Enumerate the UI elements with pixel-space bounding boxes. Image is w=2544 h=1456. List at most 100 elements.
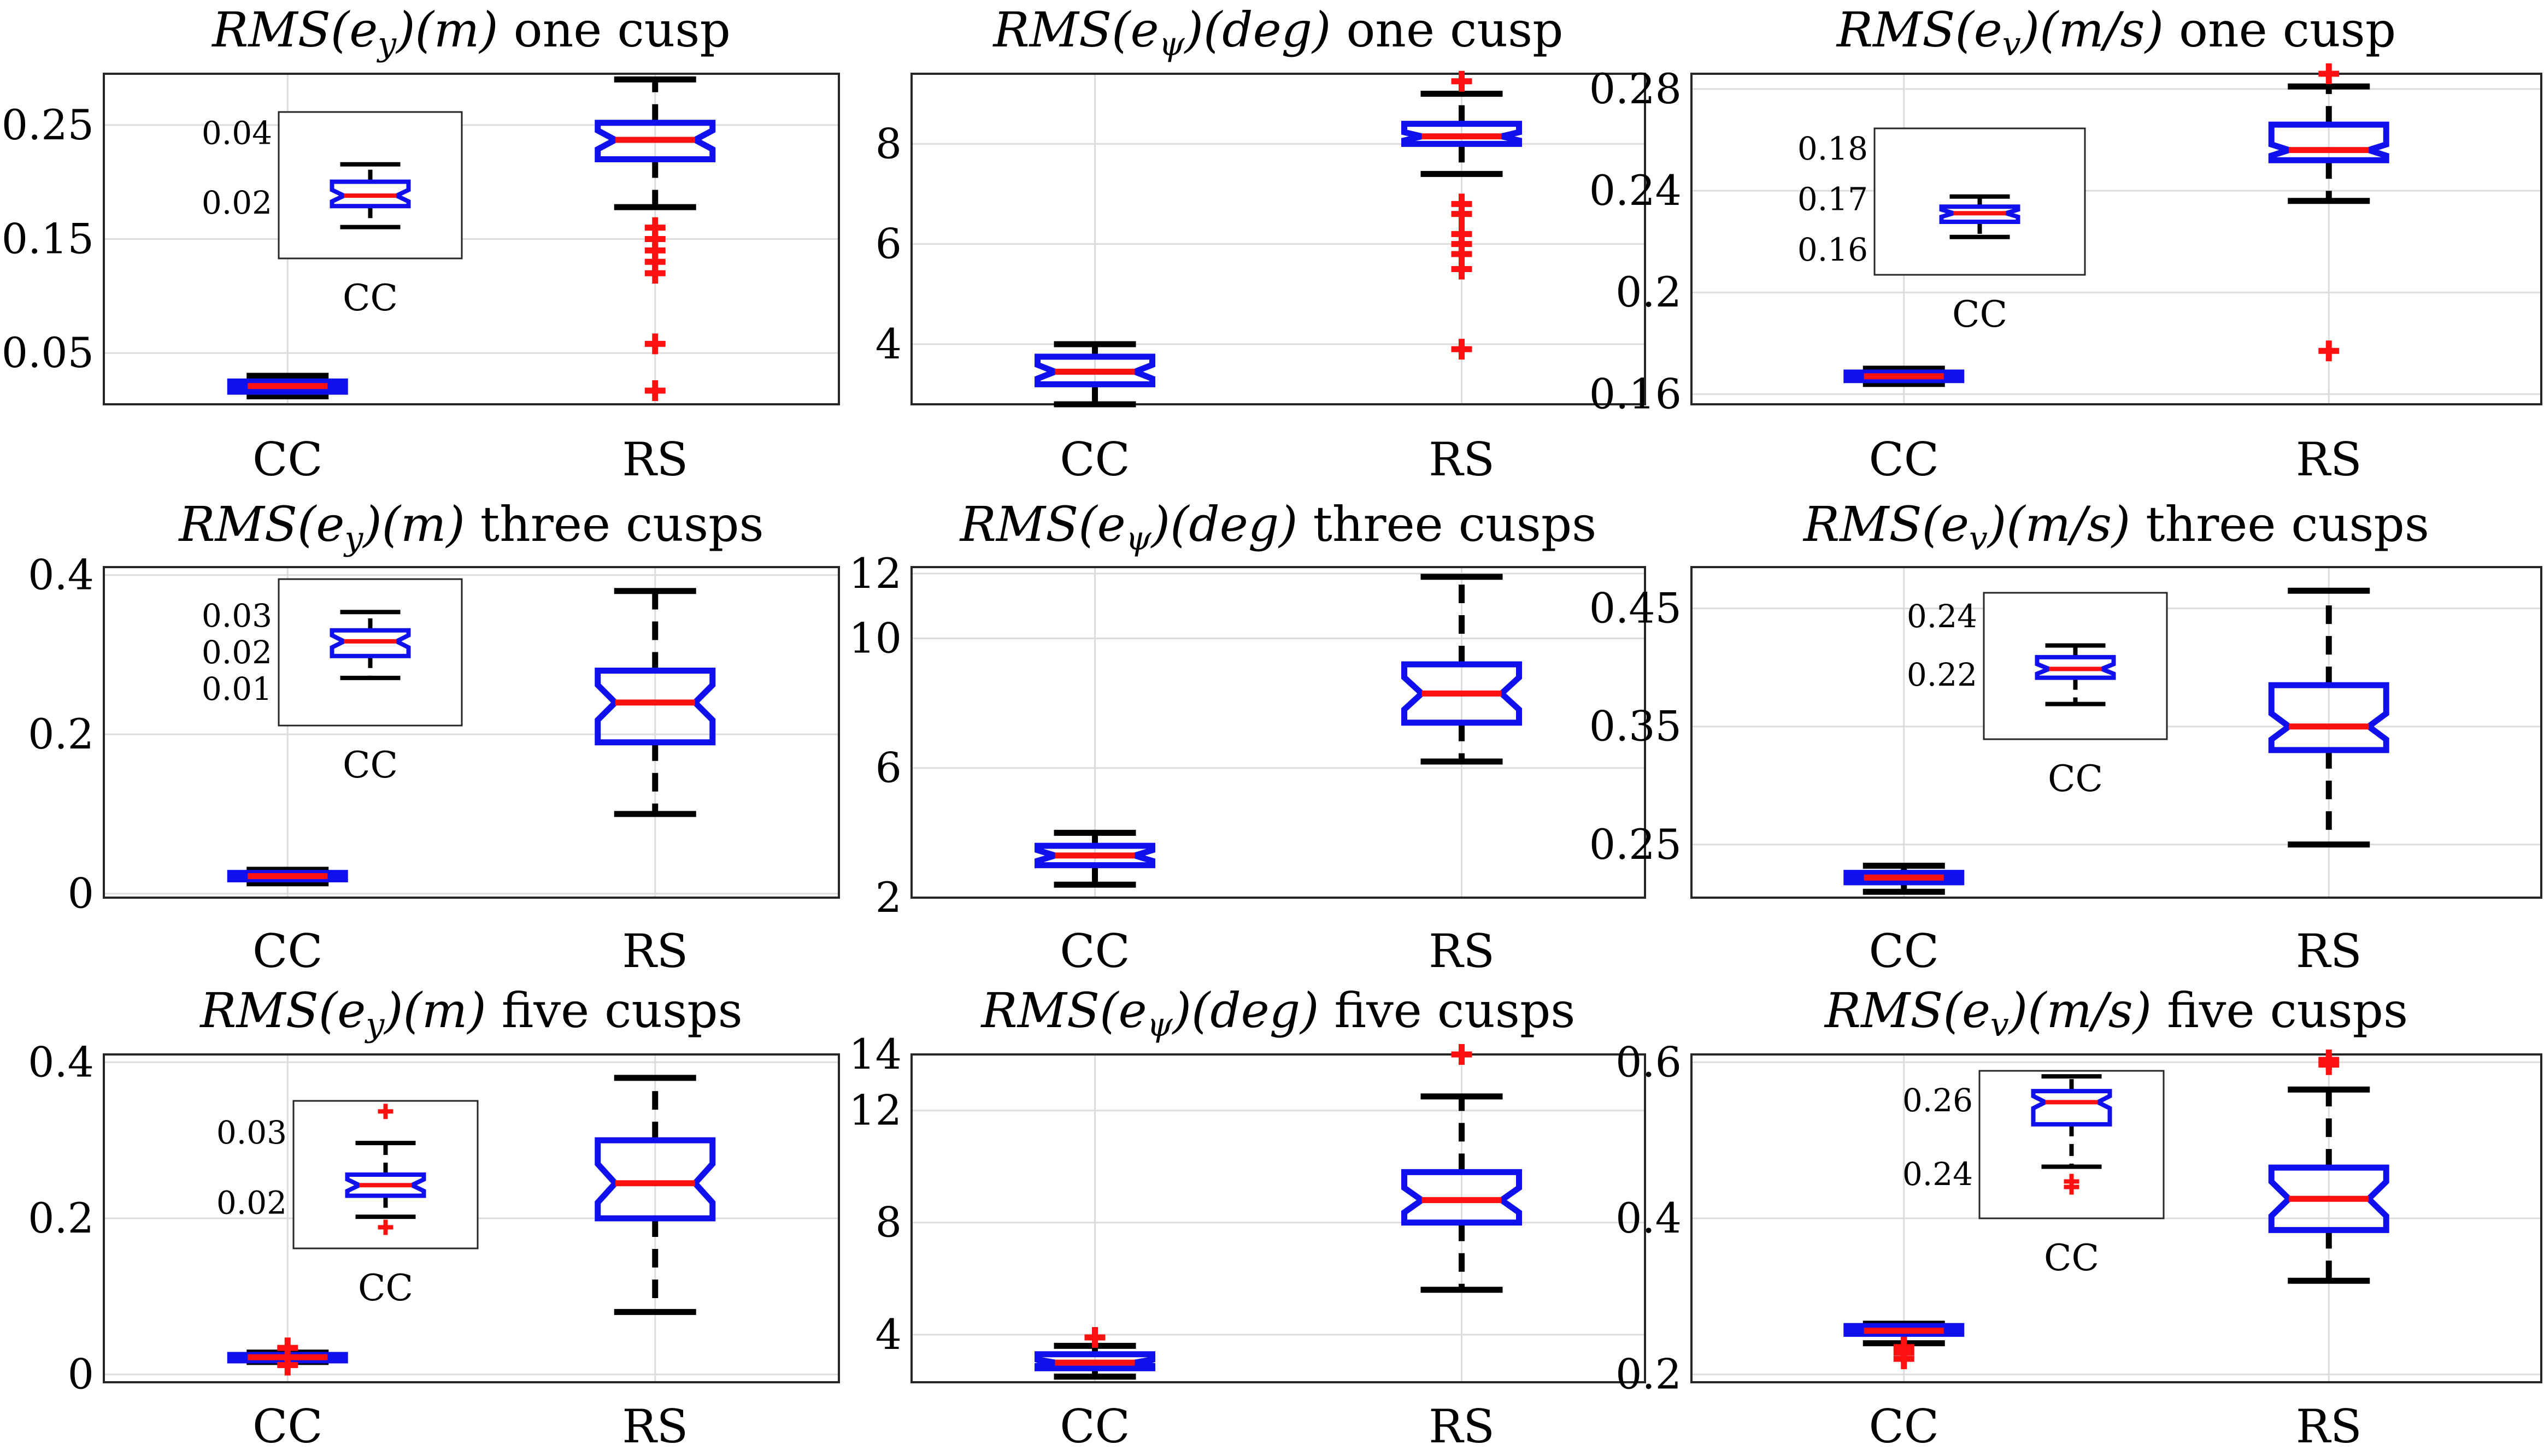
- inset-frame: [1983, 592, 2168, 740]
- box-cc-box: [227, 1352, 348, 1364]
- inset-frame: [278, 111, 463, 260]
- x-category-label: RS: [622, 433, 688, 486]
- x-category-label: RS: [1429, 924, 1495, 978]
- y-tick-label: 0.2: [28, 710, 94, 758]
- plot-frame: [1690, 566, 2542, 899]
- x-category-label: RS: [1429, 433, 1495, 486]
- y-tick-label: 0.2: [1615, 268, 1682, 316]
- y-tick-label: 8: [876, 1198, 902, 1247]
- panel-8: 4 8 12 14 CC RS RMS(eψ)(deg) five cusps: [849, 982, 1646, 1453]
- y-tick-label: 6: [876, 744, 902, 792]
- box-rs-box: [1401, 121, 1522, 147]
- y-tick-label: 0.16: [1589, 369, 1682, 418]
- chart-title: RMS(ev)(m/s) five cusps: [1824, 982, 2408, 1044]
- y-tick-label: 0.35: [1589, 702, 1682, 751]
- x-category-label: CC: [1869, 924, 1939, 978]
- inset-zoom-cc: 0.16 0.17 0.18 CC: [1797, 127, 2086, 335]
- box-cc-box: [1035, 842, 1155, 869]
- y-tick-label: 14: [849, 1030, 902, 1078]
- inset-y-tick-label: 0.17: [1797, 180, 1868, 217]
- y-tick-label: 0.24: [1589, 166, 1682, 215]
- x-category-label: CC: [1060, 1400, 1130, 1453]
- inset-frame: [278, 578, 463, 727]
- y-tick-label: 12: [849, 549, 902, 598]
- panel-2: 4 6 8 CC RS RMS(eψ)(deg) one cusp: [876, 2, 1646, 486]
- plot-frame: [1690, 73, 2542, 405]
- plot-frame: [910, 1053, 1646, 1383]
- y-tick-label: 0.6: [1615, 1038, 1682, 1086]
- inset-y-tick-label: 0.03: [216, 1114, 287, 1151]
- y-tick-label: 4: [876, 320, 902, 368]
- inset-category-label: CC: [343, 277, 398, 319]
- chart-title: RMS(eψ)(deg) three cusps: [959, 496, 1597, 558]
- chart-title: RMS(eψ)(deg) five cusps: [980, 982, 1576, 1044]
- y-tick-label: 0.4: [28, 1038, 94, 1086]
- inset-box-box: [345, 1172, 426, 1198]
- x-category-label: RS: [2296, 1400, 2362, 1453]
- inset-box-outlier: [378, 1219, 393, 1235]
- chart-title: RMS(ey)(m) three cusps: [178, 496, 763, 558]
- inset-category-label: CC: [2044, 1237, 2099, 1279]
- inset-zoom-cc: 0.02 0.03 CC: [216, 1100, 479, 1309]
- box-rs-outlier: [1451, 339, 1472, 360]
- box-cc-box: [1843, 1323, 1965, 1337]
- x-category-label: CC: [1060, 924, 1130, 978]
- box-rs-outlier: [644, 333, 666, 355]
- inset-box-outlier: [378, 1104, 393, 1119]
- chart-title: RMS(ey)(m) five cusps: [199, 982, 742, 1044]
- inset-box-box: [1939, 204, 2020, 224]
- inset-box-box: [330, 628, 411, 658]
- inset-zoom-cc: 0.010.020.03 CC: [202, 578, 463, 786]
- box-rs-box: [2268, 682, 2389, 753]
- inset-y-tick-label: 0.16: [1797, 231, 1868, 268]
- x-category-label: CC: [252, 1400, 323, 1453]
- panel-5: 2 6 10 12 CC RS RMS(eψ)(deg) three cusps: [849, 496, 1646, 978]
- x-category-label: RS: [2296, 433, 2362, 486]
- x-category-label: RS: [1429, 1400, 1495, 1453]
- inset-y-tick-label: 0.18: [1797, 130, 1868, 167]
- inset-y-tick-label: 0.02: [202, 634, 272, 671]
- x-category-label: CC: [1869, 1400, 1939, 1453]
- x-category-label: CC: [1869, 433, 1939, 486]
- y-tick-label: 0: [68, 1350, 94, 1399]
- inset-y-tick-label: 0.04: [202, 114, 272, 151]
- box-cc-box: [1035, 353, 1155, 387]
- box-cc-box: [227, 870, 348, 882]
- plot-frame: [103, 566, 840, 899]
- x-category-label: CC: [252, 924, 323, 978]
- y-tick-label: 4: [876, 1310, 902, 1359]
- box-rs-outlier: [2318, 63, 2340, 84]
- inset-category-label: CC: [343, 744, 398, 786]
- box-rs-outlier: [2318, 1054, 2340, 1075]
- plot-frame: [103, 1053, 840, 1383]
- inset-y-tick-label: 0.24: [1902, 1156, 1973, 1193]
- y-tick-label: 12: [849, 1086, 902, 1135]
- box-rs-outlier: [1451, 70, 1472, 92]
- box-cc-outlier: [1084, 1327, 1106, 1348]
- chart-title: RMS(ey)(m) one cusp: [211, 2, 731, 63]
- box-rs-outlier: [1451, 1044, 1472, 1065]
- box-cc-box: [1843, 369, 1965, 384]
- y-tick-label: 0.4: [28, 551, 94, 599]
- box-cc-outlier: [277, 1354, 298, 1376]
- inset-box-box: [2031, 1089, 2112, 1127]
- y-tick-label: 0.05: [2, 328, 94, 377]
- chart-title: RMS(ev)(m/s) one cusp: [1836, 2, 2396, 63]
- y-tick-label: 0: [68, 869, 94, 918]
- box-cc-outlier: [1893, 1348, 1914, 1370]
- box-rs-box: [595, 120, 716, 162]
- box-cc-box: [1843, 870, 1965, 886]
- panel-9: 0.2 0.4 0.6 CC RS RMS(ev)(m/s) five cusps 0.24…: [1615, 982, 2542, 1453]
- x-category-label: CC: [1060, 433, 1130, 486]
- y-tick-label: 10: [849, 614, 902, 662]
- y-tick-label: 0.25: [2, 101, 94, 149]
- plot-frame: [910, 73, 1646, 405]
- inset-y-tick-label: 0.24: [1907, 598, 1977, 635]
- inset-zoom-cc: 0.22 0.24 CC: [1907, 592, 2168, 800]
- inset-y-tick-label: 0.26: [1902, 1082, 1973, 1119]
- y-tick-label: 0.25: [1589, 820, 1682, 869]
- box-rs-box: [2268, 1164, 2389, 1233]
